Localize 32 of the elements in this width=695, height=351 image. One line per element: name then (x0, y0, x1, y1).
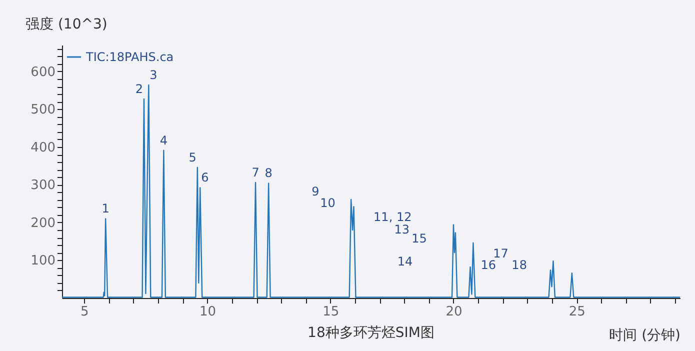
y-tick-label: 200 (30, 216, 56, 231)
annotation: 16 (480, 258, 496, 272)
annotation: 15 (412, 232, 427, 246)
y-tick-label: 300 (30, 178, 56, 194)
annotation: 11, 12 (374, 210, 412, 224)
x-tick-label: 10 (199, 304, 216, 320)
annotation: 8 (264, 166, 272, 180)
annotation: 10 (320, 196, 336, 210)
x-tick-label: 20 (446, 304, 462, 320)
y-axis-title: 强度 (10^3) (26, 16, 108, 32)
y-tick-label: 600 (30, 64, 56, 80)
annotation: 4 (160, 133, 168, 148)
annotation: 1 (102, 202, 110, 216)
annotation: 14 (397, 254, 413, 268)
x-tick-label: 5 (80, 304, 89, 320)
annotation: 5 (188, 150, 196, 164)
annotation: 17 (493, 246, 508, 261)
legend-label: TIC:18PAHS.ca (85, 50, 174, 64)
x-tick-label: 25 (568, 304, 586, 320)
annotation: 13 (394, 222, 410, 237)
text: 18种多环芳烃SIM图 (308, 325, 434, 341)
y-tick-label: 400 (30, 140, 56, 156)
y-tick-label: 100 (30, 254, 56, 269)
annotation: 7 (252, 165, 260, 180)
annotation: 2 (135, 82, 143, 96)
x-tick-label: 15 (322, 304, 340, 320)
annotation: 3 (150, 68, 158, 82)
annotation: 9 (312, 184, 320, 199)
annotation: 18 (512, 258, 527, 272)
x-axis-title: 时间 (分钟) (609, 328, 680, 344)
annotation: 6 (201, 170, 209, 185)
y-tick-label: 500 (30, 102, 56, 118)
